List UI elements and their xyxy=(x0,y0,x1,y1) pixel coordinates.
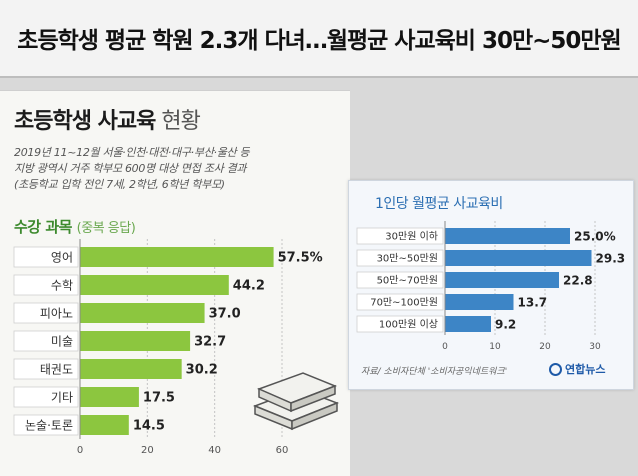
survey-description-line-2: 지방 광역시 거주 학부모 600명 대상 면접 조사 결과 xyxy=(14,162,247,175)
panel-title: 초등학생 사교육 현황 xyxy=(14,103,201,135)
x-tick-label: 60 xyxy=(276,445,289,456)
survey-description-line-3: (초등학교 입학 전인 7세, 2학년, 6학년 학부모) xyxy=(14,178,225,191)
category-label: 30만~50만원 xyxy=(377,253,438,265)
category-label: 논술·토론 xyxy=(25,418,73,432)
cost-panel-title: 1인당 월평균 사교육비 xyxy=(375,196,503,212)
category-label-box xyxy=(13,358,79,380)
bar xyxy=(80,415,129,435)
category-label: 기타 xyxy=(51,390,73,404)
value-label: 22.8 xyxy=(563,273,593,287)
panel-title-bold: 초등학생 사교육 xyxy=(14,109,156,134)
cost-bar-chart: 0 10 20 30 30만원 이하 25.0% 30만~50만원 29.3 50만~70만원 2… xyxy=(356,221,626,352)
value-label: 14.5 xyxy=(133,419,165,434)
value-label: 32.7 xyxy=(194,335,226,350)
value-label: 44.2 xyxy=(233,279,265,294)
x-tick-label: 0 xyxy=(442,342,448,352)
bar xyxy=(80,359,182,379)
bar xyxy=(80,387,139,407)
x-tick-label: 0 xyxy=(77,445,83,456)
category-label: 30만원 이하 xyxy=(385,230,438,243)
x-tick-label: 30 xyxy=(589,342,601,352)
panel-title-light: 현황 xyxy=(161,109,200,134)
value-label: 9.2 xyxy=(495,317,516,331)
section-label: 수강 과목 (중복 응답) xyxy=(14,216,136,237)
bar xyxy=(445,228,570,244)
subjects-panel: 초등학생 사교육 현황 2019년 11~12월 서울·인천·대전·대구·부산·… xyxy=(0,90,350,476)
category-label: 70만~100만원 xyxy=(370,297,438,309)
category-label-box xyxy=(13,414,79,436)
value-label: 13.7 xyxy=(518,295,548,309)
category-label-box xyxy=(13,246,79,268)
value-label: 25.0% xyxy=(574,229,616,243)
category-label-box xyxy=(13,330,79,352)
category-label: 미술 xyxy=(51,334,73,348)
category-label-box xyxy=(356,249,444,267)
value-label: 29.3 xyxy=(596,251,626,265)
bar xyxy=(80,247,274,267)
section-label-note: (중복 응답) xyxy=(76,221,136,236)
source-note: 자료/ 소비자단체 '소비자공익네트워크' xyxy=(361,367,508,377)
category-label-box xyxy=(356,271,444,289)
subjects-bar-chart: 0 20 40 60 영어 57.5% 수학 44.2 피아노 37.0 미술 32.7 태권도 30.2… xyxy=(13,239,323,456)
category-label-box xyxy=(13,274,79,296)
category-label-box xyxy=(356,227,444,245)
category-label-box xyxy=(356,293,444,311)
value-label: 57.5% xyxy=(278,251,323,266)
bar xyxy=(80,275,229,295)
x-tick-label: 40 xyxy=(208,445,221,456)
news-logo: 연합뉴스 xyxy=(549,361,605,377)
cost-panel: 1인당 월평균 사교육비 0 10 20 30 30만원 이하 25.0% 30만~50만원… xyxy=(348,180,634,390)
books-icon xyxy=(252,372,340,431)
category-label: 수학 xyxy=(51,278,73,292)
logo-text: 연합뉴스 xyxy=(565,363,606,376)
survey-description-line-1: 2019년 11~12월 서울·인천·대전·대구·부산·울산 등 xyxy=(14,146,250,159)
headline: 초등학생 평균 학원 2.3개 다녀…월평균 사교육비 30만~50만원 xyxy=(0,0,638,78)
value-label: 37.0 xyxy=(209,307,241,322)
category-label: 태권도 xyxy=(40,362,73,376)
bar xyxy=(445,316,491,332)
category-label-box xyxy=(13,386,79,408)
x-tick-label: 20 xyxy=(539,342,551,352)
bar xyxy=(445,272,559,288)
bar xyxy=(445,250,592,266)
bar xyxy=(445,294,514,310)
category-label: 영어 xyxy=(51,250,73,264)
bar xyxy=(80,303,205,323)
x-tick-label: 10 xyxy=(489,342,501,352)
section-label-text: 수강 과목 xyxy=(14,218,72,236)
category-label: 피아노 xyxy=(40,306,73,320)
x-tick-label: 20 xyxy=(141,445,154,456)
value-label: 30.2 xyxy=(186,363,218,378)
category-label: 50만~70만원 xyxy=(377,275,438,287)
bar xyxy=(80,331,191,351)
category-label-box xyxy=(13,302,79,324)
category-label: 100만원 이상 xyxy=(379,319,438,331)
logo-icon xyxy=(549,362,562,376)
category-label-box xyxy=(356,315,444,333)
value-label: 17.5 xyxy=(143,391,175,406)
